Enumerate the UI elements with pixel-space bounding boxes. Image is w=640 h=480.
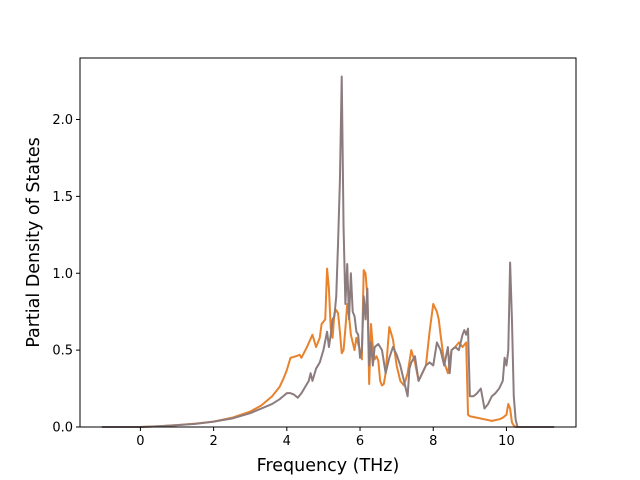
- y-tick-label: 0.0: [52, 421, 73, 436]
- x-axis: 0 2 4 6 8 10: [136, 427, 515, 449]
- y-tick-label: 1.5: [52, 190, 73, 205]
- plot-frame: [79, 57, 577, 428]
- y-tick-label: 0.5: [52, 344, 73, 359]
- y-tick-label: 1.0: [52, 267, 73, 282]
- x-tick-label: 8: [429, 434, 437, 449]
- y-axis: 0.0 0.5 1.0 1.5 2.0: [52, 113, 80, 436]
- x-tick-label: 2: [209, 434, 217, 449]
- x-tick-label: 4: [283, 434, 291, 449]
- plot-lines: [101, 75, 555, 428]
- x-tick-label: 0: [136, 434, 144, 449]
- x-tick-label: 10: [498, 434, 515, 449]
- series-line-1: [101, 267, 555, 428]
- x-tick-label: 6: [356, 434, 364, 449]
- x-axis-title: Frequency (THz): [257, 456, 400, 476]
- y-tick-label: 2.0: [52, 113, 73, 128]
- series-line-2: [101, 75, 555, 428]
- y-axis-title: Partial Density of States: [24, 137, 44, 348]
